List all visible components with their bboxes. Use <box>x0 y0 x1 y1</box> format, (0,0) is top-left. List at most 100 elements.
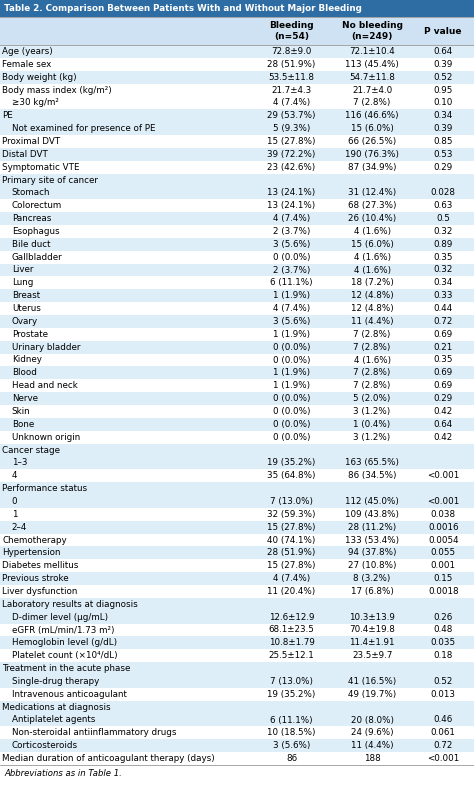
Text: 66 (26.5%): 66 (26.5%) <box>348 137 396 146</box>
Text: 24 (9.6%): 24 (9.6%) <box>351 728 393 738</box>
Text: 7 (2.8%): 7 (2.8%) <box>354 99 391 107</box>
Text: 5 (2.0%): 5 (2.0%) <box>354 394 391 403</box>
Text: 0.061: 0.061 <box>431 728 456 738</box>
Text: Liver: Liver <box>12 266 33 275</box>
Text: 12.6±12.9: 12.6±12.9 <box>269 612 314 622</box>
Bar <box>0 366 474 380</box>
Text: 28 (51.9%): 28 (51.9%) <box>267 548 316 557</box>
Text: 0.72: 0.72 <box>434 741 453 750</box>
Text: 10.3±13.9: 10.3±13.9 <box>349 612 395 622</box>
Bar <box>0 45 474 58</box>
Text: Not examined for presence of PE: Not examined for presence of PE <box>12 124 155 133</box>
Text: 116 (46.6%): 116 (46.6%) <box>345 111 399 120</box>
Text: 7 (2.8%): 7 (2.8%) <box>354 342 391 352</box>
Text: 94 (37.8%): 94 (37.8%) <box>348 548 396 557</box>
Text: Medications at diagnosis: Medications at diagnosis <box>2 703 111 712</box>
Bar <box>0 186 474 200</box>
Text: 31 (12.4%): 31 (12.4%) <box>348 189 396 197</box>
Text: 1 (1.9%): 1 (1.9%) <box>273 368 310 377</box>
Bar <box>0 637 474 649</box>
Text: 39 (72.2%): 39 (72.2%) <box>267 150 316 159</box>
Text: 0.0016: 0.0016 <box>428 522 458 532</box>
Text: Bile duct: Bile duct <box>12 240 50 249</box>
Text: Symptomatic VTE: Symptomatic VTE <box>2 163 80 172</box>
Text: P value: P value <box>424 27 462 36</box>
Text: 1 (0.4%): 1 (0.4%) <box>354 420 391 428</box>
Bar <box>0 353 474 366</box>
Text: 32 (59.3%): 32 (59.3%) <box>267 510 316 519</box>
Text: 0.013: 0.013 <box>431 690 456 699</box>
Text: 0.64: 0.64 <box>434 47 453 56</box>
Text: 15 (27.8%): 15 (27.8%) <box>267 137 316 146</box>
Text: Blood: Blood <box>12 368 36 377</box>
Text: 0.85: 0.85 <box>433 137 453 146</box>
Bar <box>0 547 474 559</box>
Text: 7 (13.0%): 7 (13.0%) <box>270 677 313 686</box>
Text: 1–3: 1–3 <box>12 458 27 467</box>
Text: 0.52: 0.52 <box>434 73 453 81</box>
Text: Lung: Lung <box>12 279 33 287</box>
Bar <box>0 200 474 212</box>
Text: 3 (5.6%): 3 (5.6%) <box>273 741 310 750</box>
Text: 0.29: 0.29 <box>434 163 453 172</box>
Bar <box>0 521 474 533</box>
Text: Bleeding
(n=54): Bleeding (n=54) <box>269 21 314 41</box>
Text: Gallbladder: Gallbladder <box>12 252 63 262</box>
Text: 1 (1.9%): 1 (1.9%) <box>273 381 310 391</box>
Text: 0.35: 0.35 <box>433 356 453 365</box>
Text: 0.0018: 0.0018 <box>428 587 458 596</box>
Text: <0.001: <0.001 <box>427 754 459 763</box>
Text: 11 (4.4%): 11 (4.4%) <box>351 317 393 326</box>
Bar <box>0 110 474 122</box>
Bar <box>0 508 474 521</box>
Bar <box>0 341 474 353</box>
Text: 0.29: 0.29 <box>434 394 453 403</box>
Text: Prostate: Prostate <box>12 330 48 338</box>
Bar <box>0 405 474 418</box>
Text: 0.89: 0.89 <box>434 240 453 249</box>
Text: 0.18: 0.18 <box>434 651 453 660</box>
Text: Skin: Skin <box>12 407 30 416</box>
Text: Non-steroidal antiinflammatory drugs: Non-steroidal antiinflammatory drugs <box>12 728 176 738</box>
Text: 49 (19.7%): 49 (19.7%) <box>348 690 396 699</box>
Text: 13 (24.1%): 13 (24.1%) <box>267 189 316 197</box>
Bar <box>0 727 474 739</box>
Bar <box>0 392 474 405</box>
Text: 26 (10.4%): 26 (10.4%) <box>348 214 396 223</box>
Text: 4 (7.4%): 4 (7.4%) <box>273 574 310 583</box>
Text: 0.32: 0.32 <box>434 266 453 275</box>
Text: 0.52: 0.52 <box>434 677 453 686</box>
Text: Previous stroke: Previous stroke <box>2 574 69 583</box>
Text: Body weight (kg): Body weight (kg) <box>2 73 77 81</box>
Text: 0.26: 0.26 <box>434 612 453 622</box>
Text: Colorectum: Colorectum <box>12 201 62 210</box>
Bar <box>0 96 474 110</box>
Text: Performance status: Performance status <box>2 484 88 493</box>
Text: Hemoglobin level (g/dL): Hemoglobin level (g/dL) <box>12 638 117 647</box>
Text: 0.055: 0.055 <box>430 548 456 557</box>
Text: 68.1±23.5: 68.1±23.5 <box>269 626 314 634</box>
Text: Female sex: Female sex <box>2 60 52 69</box>
Bar <box>0 328 474 341</box>
Text: 19 (35.2%): 19 (35.2%) <box>267 458 316 467</box>
Text: Primary site of cancer: Primary site of cancer <box>2 175 99 185</box>
Bar <box>0 688 474 701</box>
Text: Liver dysfunction: Liver dysfunction <box>2 587 78 596</box>
Text: 0.64: 0.64 <box>434 420 453 428</box>
Text: 15 (6.0%): 15 (6.0%) <box>351 124 393 133</box>
Text: 3 (5.6%): 3 (5.6%) <box>273 317 310 326</box>
Text: 0.33: 0.33 <box>433 291 453 300</box>
Text: 13 (24.1%): 13 (24.1%) <box>267 201 316 210</box>
Text: 0.72: 0.72 <box>434 317 453 326</box>
Text: Abbreviations as in Table 1.: Abbreviations as in Table 1. <box>4 768 122 777</box>
Text: PE: PE <box>2 111 13 120</box>
Text: 4 (1.6%): 4 (1.6%) <box>354 252 391 262</box>
Text: 0.34: 0.34 <box>434 279 453 287</box>
Text: Treatment in the acute phase: Treatment in the acute phase <box>2 664 131 673</box>
Text: 133 (53.4%): 133 (53.4%) <box>345 536 399 544</box>
Text: 27 (10.8%): 27 (10.8%) <box>348 561 396 570</box>
Bar <box>0 713 474 727</box>
Text: 3 (5.6%): 3 (5.6%) <box>273 240 310 249</box>
Text: 23.5±9.7: 23.5±9.7 <box>352 651 392 660</box>
Text: 4 (7.4%): 4 (7.4%) <box>273 214 310 223</box>
